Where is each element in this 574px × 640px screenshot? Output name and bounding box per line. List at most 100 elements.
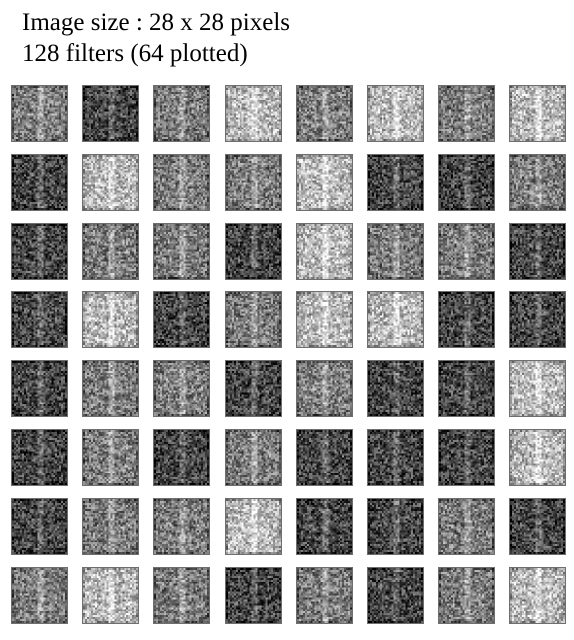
filter-tile-62 [367,567,424,624]
filter-activation-image [226,430,281,485]
filter-tile-60 [225,567,282,624]
filter-activation-image [368,224,423,279]
filter-activation-image [226,155,281,210]
filter-activation-image [297,155,352,210]
filter-activation-image [368,292,423,347]
filter-tile-2 [82,85,139,142]
filter-activation-image [439,292,494,347]
filter-activation-image [368,155,423,210]
filter-tile-5 [296,85,353,142]
filter-activation-image [83,430,138,485]
filter-activation-image [154,499,209,554]
filter-tile-35 [153,360,210,417]
filter-tile-42 [82,429,139,486]
filter-tile-17 [11,223,68,280]
filter-activation-image [12,224,67,279]
filter-tile-28 [225,291,282,348]
filter-tile-39 [438,360,495,417]
filter-tile-54 [367,498,424,555]
filter-activation-image [297,86,352,141]
filter-tile-47 [438,429,495,486]
filter-tile-7 [438,85,495,142]
filter-tile-44 [225,429,282,486]
filter-tile-34 [82,360,139,417]
filter-tile-16 [509,154,566,211]
filter-tile-46 [367,429,424,486]
filter-tile-25 [11,291,68,348]
filter-activation-image [12,568,67,623]
filter-activation-image [439,224,494,279]
filter-tile-30 [367,291,424,348]
filter-activation-image [12,86,67,141]
filter-activation-image [510,430,565,485]
filter-tile-58 [82,567,139,624]
filter-activation-image [154,292,209,347]
filter-activation-image [439,568,494,623]
filter-tile-49 [11,498,68,555]
filter-tile-64 [509,567,566,624]
filter-tile-52 [225,498,282,555]
filter-activation-image [297,224,352,279]
filter-tile-63 [438,567,495,624]
filter-tile-51 [153,498,210,555]
filter-tile-24 [509,223,566,280]
filter-activation-image [226,292,281,347]
filter-tile-4 [225,85,282,142]
filter-activation-image [439,430,494,485]
filter-activation-image [12,155,67,210]
filter-tile-18 [82,223,139,280]
filter-activation-image [439,361,494,416]
filter-tile-61 [296,567,353,624]
filter-tile-12 [225,154,282,211]
filter-activation-image [510,568,565,623]
filter-tile-59 [153,567,210,624]
filter-activation-image [12,430,67,485]
filter-tile-31 [438,291,495,348]
filter-activation-image [297,568,352,623]
filter-activation-image [226,499,281,554]
filter-activation-image [510,361,565,416]
filter-activation-image [226,224,281,279]
filter-activation-image [226,568,281,623]
filter-tile-53 [296,498,353,555]
filter-tile-37 [296,360,353,417]
filter-activation-image [368,86,423,141]
filter-tile-14 [367,154,424,211]
filter-activation-image [83,155,138,210]
filter-activation-image [297,430,352,485]
filter-tile-9 [11,154,68,211]
filter-tile-48 [509,429,566,486]
filter-tile-1 [11,85,68,142]
filter-tile-20 [225,223,282,280]
filter-tile-50 [82,498,139,555]
filter-activation-image [154,224,209,279]
filter-tile-40 [509,360,566,417]
filter-activation-image [12,361,67,416]
filter-tile-22 [367,223,424,280]
filter-tile-6 [367,85,424,142]
filter-activation-image [12,499,67,554]
filter-activation-image [510,499,565,554]
filter-tile-45 [296,429,353,486]
filter-tile-56 [509,498,566,555]
filter-tile-19 [153,223,210,280]
filter-activation-image [368,430,423,485]
filter-tile-57 [11,567,68,624]
filter-activation-image [226,361,281,416]
filter-activation-image [83,86,138,141]
filter-tile-10 [82,154,139,211]
filter-activation-image [154,86,209,141]
filter-tile-13 [296,154,353,211]
filters-count-label: 128 filters (64 plotted) [22,38,290,69]
filter-activation-image [439,499,494,554]
filter-tile-38 [367,360,424,417]
filter-tile-26 [82,291,139,348]
filter-activation-image [154,155,209,210]
filter-activation-image [510,86,565,141]
filter-activation-image [368,361,423,416]
filter-tile-8 [509,85,566,142]
filter-activation-image [154,361,209,416]
filter-activation-image [297,292,352,347]
filter-tile-55 [438,498,495,555]
